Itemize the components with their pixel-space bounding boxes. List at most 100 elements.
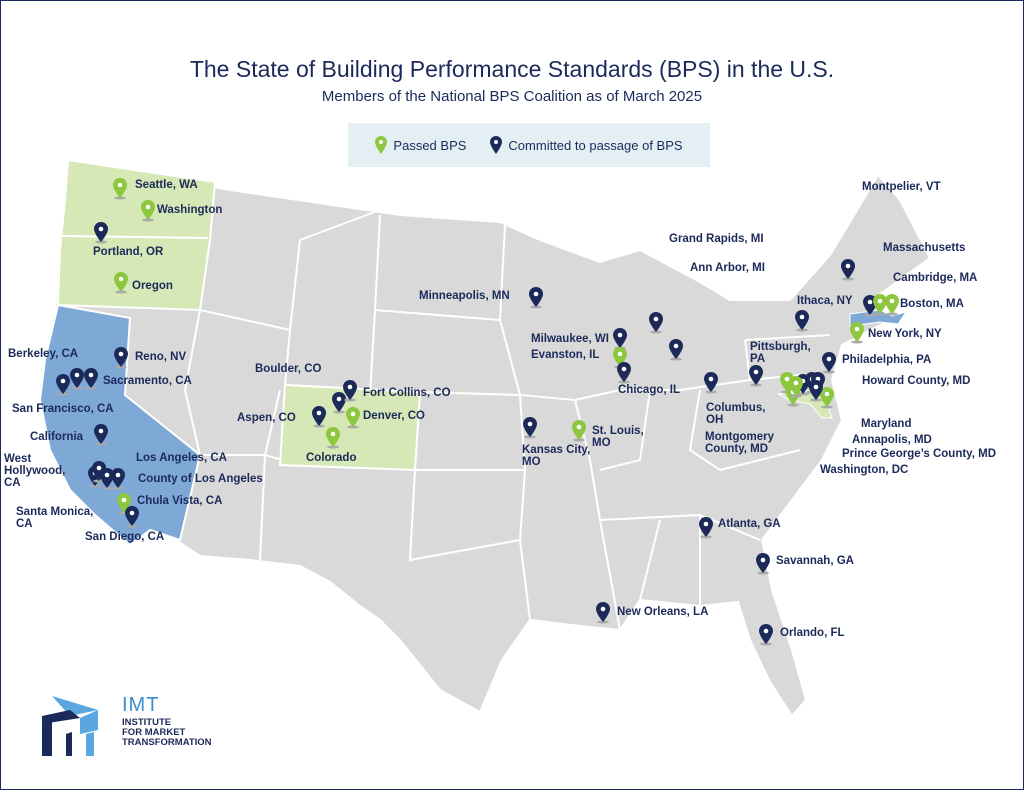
map-pin-icon[interactable] (795, 310, 809, 332)
location-label: Massachusetts (883, 242, 966, 254)
map-pin-icon[interactable] (617, 362, 631, 384)
location-label: Philadelphia, PA (842, 354, 932, 366)
page-subtitle: Members of the National BPS Coalition as… (321, 88, 703, 105)
location-label: Portland, OR (93, 246, 164, 258)
location-label: Cambridge, MA (893, 272, 978, 284)
location-label: Prince George’s County, MD (842, 448, 996, 460)
map-pin-icon (375, 136, 388, 154)
location-label: Berkeley, CA (8, 348, 79, 360)
map-pin-icon[interactable] (94, 222, 108, 244)
legend-committed-label: Committed to passage of BPS (508, 137, 683, 153)
legend-passed: Passed BPS (375, 136, 466, 154)
map-pin-icon[interactable] (822, 352, 836, 374)
state-borders (183, 181, 831, 631)
map-pin-icon[interactable] (873, 294, 887, 316)
map-pin-icon[interactable] (649, 312, 663, 334)
map-pin-icon[interactable] (704, 372, 718, 394)
location-label: Evanston, IL (531, 349, 600, 361)
location-label: Denver, CO (363, 410, 425, 422)
map-pin-icon[interactable] (326, 427, 340, 449)
map-pin-icon[interactable] (841, 259, 855, 281)
map-pin-icon[interactable] (759, 624, 773, 646)
location-label: St. Louis, MO (592, 425, 644, 449)
map-pin-icon[interactable] (596, 602, 610, 624)
legend-passed-label: Passed BPS (393, 137, 467, 153)
map-pin-icon[interactable] (572, 420, 586, 442)
location-label: West Hollywood, CA (4, 453, 66, 489)
location-label: Aspen, CO (237, 412, 296, 424)
wa-or-border (61, 235, 209, 239)
state-washington-oregon (56, 158, 217, 312)
logo-acronym: IMT (122, 694, 160, 716)
map-pin-icon[interactable] (70, 368, 84, 390)
map-pin-icon[interactable] (529, 287, 543, 309)
state-california (38, 303, 202, 547)
map-pin-icon[interactable] (346, 407, 360, 429)
location-label: Ithaca, NY (797, 295, 853, 307)
location-label: Chicago, IL (618, 384, 680, 396)
location-label: Boulder, CO (255, 363, 322, 375)
location-label: San Diego, CA (85, 531, 165, 543)
map-pin-icon[interactable] (523, 417, 537, 439)
location-label: Columbus, OH (706, 402, 766, 426)
map-pin-icon (490, 136, 503, 154)
location-label: Fort Collins, CO (363, 387, 451, 399)
location-label: California (30, 431, 84, 443)
location-label: Chula Vista, CA (137, 495, 223, 507)
location-label: Howard County, MD (862, 375, 971, 387)
location-label: Atlanta, GA (718, 518, 781, 530)
location-label: Annapolis, MD (852, 434, 932, 446)
location-pins (56, 178, 899, 646)
map-pin-icon[interactable] (756, 553, 770, 575)
map-pin-icon[interactable] (94, 424, 108, 446)
map-pin-icon[interactable] (789, 376, 803, 398)
location-label: New York, NY (868, 328, 942, 340)
location-label: Washington, DC (820, 464, 909, 476)
location-label: Maryland (861, 418, 912, 430)
page-title: The State of Building Performance Standa… (189, 56, 835, 82)
location-label: Los Angeles, CA (136, 452, 227, 464)
map-pin-icon[interactable] (125, 506, 139, 528)
location-label: Kansas City, MO (522, 444, 591, 468)
imt-logo-mark (42, 696, 98, 756)
map-pin-icon[interactable] (699, 517, 713, 539)
location-label: Seattle, WA (135, 179, 198, 191)
location-label: Orlando, FL (780, 627, 845, 639)
location-label: County of Los Angeles (138, 473, 263, 485)
location-label: Ann Arbor, MI (690, 262, 765, 274)
map-pin-icon[interactable] (111, 468, 125, 490)
location-label: Washington (157, 204, 223, 216)
map-pin-icon[interactable] (114, 272, 128, 294)
location-label: Minneapolis, MN (419, 290, 510, 302)
map-pin-icon[interactable] (885, 294, 899, 316)
map-pin-icon[interactable] (141, 200, 155, 222)
imt-logo: IMT INSTITUTE FOR MARKET TRANSFORMATION (40, 692, 230, 758)
map-pin-icon[interactable] (312, 406, 326, 428)
location-label: Montpelier, VT (862, 181, 941, 193)
location-label: Oregon (132, 280, 173, 292)
location-label: Pittsburgh, PA (750, 341, 811, 365)
map-pin-icon[interactable] (669, 339, 683, 361)
map-pin-icon[interactable] (850, 322, 864, 344)
map-pin-icon[interactable] (56, 374, 70, 396)
map-pin-icon[interactable] (113, 178, 127, 200)
map-pin-icon[interactable] (84, 368, 98, 390)
location-label: Colorado (306, 452, 357, 464)
map-pin-icon[interactable] (809, 380, 823, 402)
map-pin-icon[interactable] (749, 365, 763, 387)
location-label: Milwaukee, WI (531, 333, 609, 345)
map-pin-icon[interactable] (332, 392, 346, 414)
location-label: San Francisco, CA (12, 403, 114, 415)
map-pin-icon[interactable] (343, 380, 357, 402)
map-pin-icon[interactable] (100, 468, 114, 490)
location-label: Grand Rapids, MI (669, 233, 764, 245)
location-label: Montgomery County, MD (705, 431, 774, 455)
legend-committed: Committed to passage of BPS (490, 136, 683, 154)
location-label: Reno, NV (135, 351, 187, 363)
location-label: Savannah, GA (776, 555, 854, 567)
location-label: Santa Monica, CA (16, 506, 94, 530)
location-label: New Orleans, LA (617, 606, 709, 618)
map-pin-icon[interactable] (114, 347, 128, 369)
logo-name: INSTITUTE FOR MARKET TRANSFORMATION (122, 717, 212, 748)
